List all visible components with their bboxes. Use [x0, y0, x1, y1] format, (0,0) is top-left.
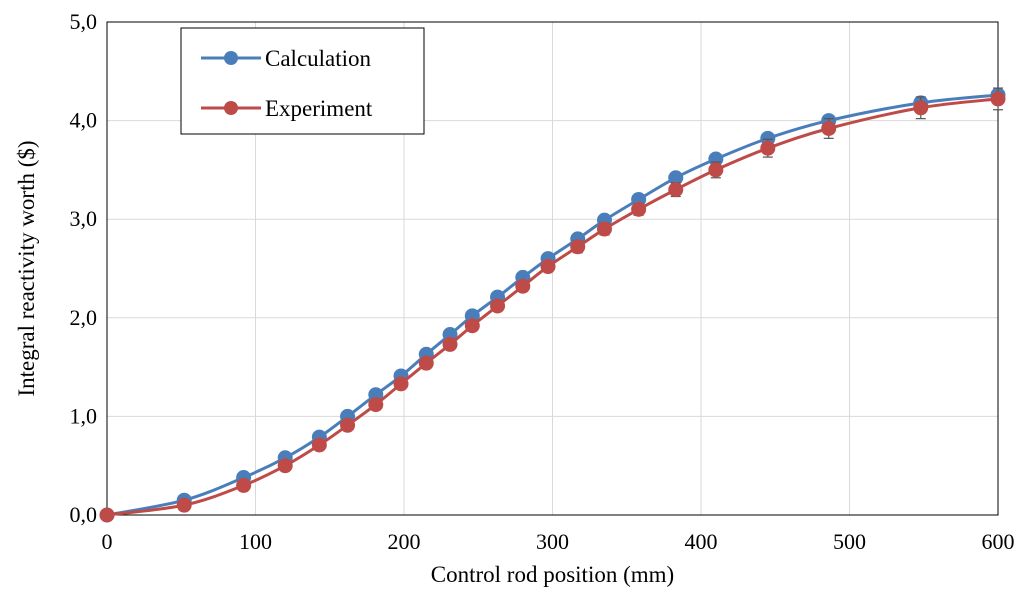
legend-item-experiment: Experiment — [201, 96, 373, 121]
data-point — [570, 239, 586, 255]
data-point — [540, 259, 556, 275]
data-point — [368, 397, 384, 413]
data-point — [490, 298, 506, 314]
x-tick-label: 200 — [388, 529, 421, 554]
y-tick-label: 5,0 — [70, 9, 98, 34]
x-tick-label: 600 — [982, 529, 1015, 554]
axis-ticks: 0 100 200 300 400 500 600 0,0 1,0 2,0 3,0 4,0 5,0 — [70, 9, 1015, 554]
x-tick-label: 400 — [685, 529, 718, 554]
data-point — [393, 376, 409, 392]
x-axis-title: Control rod position (mm) — [431, 562, 674, 587]
data-point — [515, 278, 531, 294]
data-point — [596, 221, 612, 237]
legend-box — [180, 27, 425, 135]
y-tick-label: 0,0 — [70, 502, 98, 527]
data-point — [176, 497, 192, 513]
y-tick-label: 2,0 — [70, 305, 98, 330]
data-point — [990, 91, 1006, 107]
data-point — [631, 201, 647, 217]
legend-swatch-marker — [224, 101, 238, 115]
legend: Calculation Experiment — [180, 27, 425, 135]
data-point — [668, 182, 684, 198]
data-point — [913, 100, 929, 116]
x-tick-label: 100 — [239, 529, 272, 554]
x-tick-label: 300 — [536, 529, 569, 554]
data-point — [418, 355, 434, 371]
data-point — [760, 140, 776, 156]
y-tick-label: 3,0 — [70, 206, 98, 231]
legend-label: Calculation — [265, 46, 372, 71]
legend-item-calculation: Calculation — [201, 46, 372, 71]
data-point — [708, 162, 724, 178]
plot-area-border — [106, 21, 999, 516]
y-axis-title: Integral reactivity worth ($) — [14, 140, 39, 396]
data-point — [236, 477, 252, 493]
data-point — [340, 417, 356, 433]
series-group — [99, 87, 1006, 523]
data-point — [821, 120, 837, 136]
data-point — [277, 458, 293, 474]
data-point — [311, 437, 327, 453]
legend-label: Experiment — [265, 96, 373, 121]
data-point — [99, 507, 115, 523]
data-point — [442, 336, 458, 352]
y-tick-label: 4,0 — [70, 108, 98, 133]
data-point — [464, 318, 480, 334]
series-experiment — [99, 87, 1006, 523]
x-tick-label: 0 — [102, 529, 113, 554]
y-tick-label: 1,0 — [70, 403, 98, 428]
x-tick-label: 500 — [833, 529, 866, 554]
legend-swatch-marker — [224, 51, 238, 65]
